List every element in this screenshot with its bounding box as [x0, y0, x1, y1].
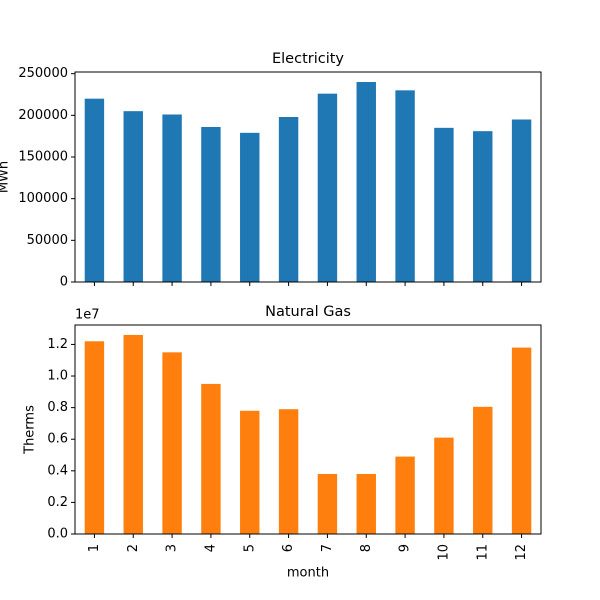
- x-tick-label: 4: [203, 544, 218, 552]
- x-tick-label: 9: [398, 544, 413, 552]
- axes-frame: [74, 71, 542, 283]
- x-tick-label: 11: [475, 544, 490, 561]
- x-tick-label: 6: [281, 544, 296, 552]
- y-tick-label: 1.0: [47, 369, 68, 384]
- y-tick-label: 0.8: [47, 400, 68, 415]
- offset-text: 1e7: [75, 308, 100, 323]
- x-tick-label: 3: [165, 544, 180, 552]
- y-axis-label: MWh: [0, 161, 12, 193]
- bar: [395, 90, 415, 282]
- axes-frame: [74, 324, 542, 535]
- y-tick-label: 200000: [18, 108, 68, 123]
- bar: [511, 119, 532, 282]
- y-tick-label: 0.6: [47, 432, 68, 447]
- bar: [240, 410, 260, 534]
- x-tick-label: 12: [514, 544, 529, 561]
- bar: [84, 341, 105, 534]
- bar: [84, 98, 105, 283]
- x-tick-label: 10: [436, 544, 451, 561]
- y-tick-label: 50000: [27, 233, 68, 248]
- bar: [317, 473, 338, 534]
- x-tick-label: 7: [320, 544, 335, 552]
- x-tick-label: 8: [359, 544, 374, 552]
- bar: [201, 383, 221, 534]
- chart-title: Natural Gas: [265, 304, 351, 320]
- bar: [240, 132, 260, 282]
- bar: [317, 93, 338, 283]
- x-tick-label: 5: [242, 544, 257, 552]
- y-tick-label: 150000: [18, 150, 68, 165]
- y-tick-label: 100000: [18, 191, 68, 206]
- bar: [278, 409, 299, 534]
- bar: [201, 127, 221, 282]
- chart-title: Electricity: [272, 51, 344, 67]
- bar: [395, 456, 415, 534]
- bar: [356, 82, 376, 282]
- y-tick-label: 0: [60, 275, 68, 290]
- bar: [123, 334, 143, 534]
- bar: [278, 117, 299, 282]
- bar: [473, 131, 493, 282]
- bar: [162, 114, 182, 282]
- bar: [473, 406, 493, 534]
- x-tick-label: 1: [87, 544, 102, 552]
- y-tick-label: 0.0: [47, 527, 68, 542]
- bar: [434, 127, 454, 282]
- y-tick-label: 1.2: [47, 337, 68, 352]
- y-tick-label: 250000: [18, 66, 68, 81]
- bar: [511, 347, 532, 534]
- y-tick-label: 0.4: [47, 463, 68, 478]
- y-axis-label: Therms: [23, 405, 38, 455]
- y-tick-label: 0.2: [47, 495, 68, 510]
- bar: [162, 352, 182, 534]
- x-tick-label: 2: [126, 544, 141, 552]
- bar: [356, 473, 376, 534]
- x-axis-label: month: [287, 566, 329, 581]
- bar: [123, 111, 143, 283]
- bar: [434, 437, 454, 534]
